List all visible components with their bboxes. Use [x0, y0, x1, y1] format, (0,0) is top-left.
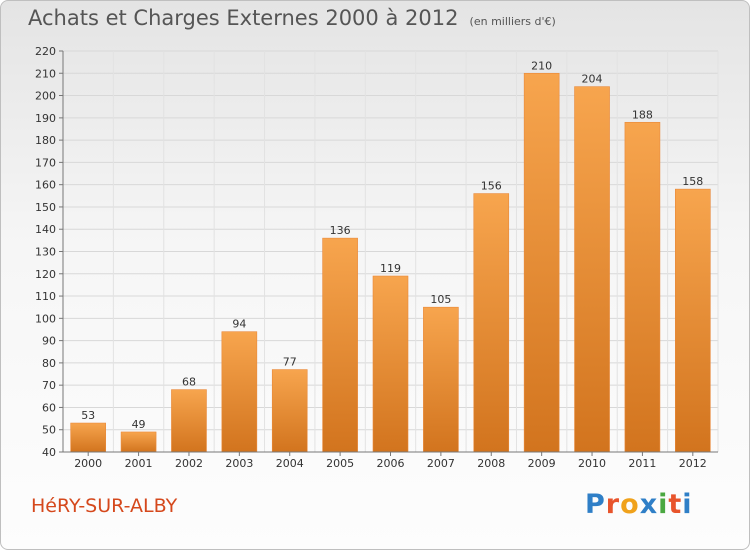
bar [322, 237, 358, 453]
bar [473, 193, 510, 453]
y-tick-label: 110 [35, 290, 56, 303]
brand-letter: o [620, 489, 640, 520]
brand-letter: r [605, 489, 621, 520]
x-tick-label: 2006 [377, 457, 405, 470]
y-tick-label: 200 [35, 90, 56, 103]
y-tick-label: 60 [42, 401, 56, 414]
bar [120, 431, 157, 453]
y-tick-label: 220 [35, 45, 56, 58]
x-tick-label: 2011 [628, 457, 656, 470]
axes [62, 51, 718, 453]
chart-title: Achats et Charges Externes 2000 à 2012 [28, 6, 459, 30]
bar [372, 275, 409, 453]
y-tick-label: 50 [42, 424, 56, 437]
y-tick-label: 120 [35, 268, 56, 281]
value-label: 136 [330, 224, 351, 237]
y-tick-label: 40 [42, 446, 56, 459]
brand-letter: t [668, 489, 683, 520]
value-label: 68 [182, 376, 196, 389]
y-tick-label: 160 [35, 179, 56, 192]
bar [624, 121, 661, 453]
bar [574, 86, 610, 453]
brand-letter: P [585, 489, 606, 520]
brand-letter: i [682, 489, 693, 520]
x-axis-ticks: 2000 2001 2002 2003 2004 2005 2006 2007 2008 2009… [74, 452, 707, 470]
value-label: 105 [430, 293, 451, 306]
value-label: 188 [632, 108, 653, 121]
y-tick-label: 180 [35, 134, 56, 147]
brand-logo: Proxiti [585, 489, 693, 520]
x-tick-label: 2007 [427, 457, 455, 470]
bars [70, 72, 711, 453]
y-tick-label: 190 [35, 112, 56, 125]
x-tick-label: 2002 [175, 457, 203, 470]
bar [271, 369, 308, 453]
y-tick-label: 90 [42, 335, 56, 348]
x-tick-label: 2003 [225, 457, 253, 470]
bar [221, 331, 258, 453]
x-tick-label: 2000 [74, 457, 102, 470]
y-tick-label: 100 [35, 312, 56, 325]
value-label: 53 [81, 409, 95, 422]
bar [523, 72, 560, 453]
bar [171, 389, 207, 453]
bar [423, 306, 459, 453]
x-tick-label: 2012 [679, 457, 707, 470]
y-tick-label: 130 [35, 246, 56, 259]
value-label: 156 [481, 180, 502, 193]
chart-subtitle: (en milliers d'€) [469, 15, 556, 28]
x-tick-label: 2005 [326, 457, 354, 470]
bar [675, 188, 711, 453]
value-label: 94 [232, 318, 246, 331]
value-label: 119 [380, 262, 401, 275]
value-label: 158 [682, 175, 703, 188]
commune-name: HéRY-SUR-ALBY [31, 495, 178, 517]
x-tick-label: 2001 [125, 457, 153, 470]
y-tick-label: 150 [35, 201, 56, 214]
y-tick-label: 70 [42, 379, 56, 392]
brand-letter: x [639, 489, 659, 520]
y-tick-label: 140 [35, 223, 56, 236]
x-tick-label: 2004 [276, 457, 304, 470]
chart-title-row: Achats et Charges Externes 2000 à 2012 (… [28, 6, 556, 30]
bar [70, 422, 106, 453]
value-label: 77 [283, 356, 297, 369]
x-tick-label: 2008 [477, 457, 505, 470]
value-label: 210 [531, 59, 552, 72]
y-tick-label: 170 [35, 156, 56, 169]
y-tick-label: 210 [35, 67, 56, 80]
y-tick-label: 80 [42, 357, 56, 370]
x-tick-label: 2009 [528, 457, 556, 470]
brand-letter: i [658, 489, 669, 520]
value-label: 204 [582, 73, 603, 86]
x-tick-label: 2010 [578, 457, 606, 470]
value-label: 49 [132, 418, 146, 431]
y-axis-ticks: 40 50 60 70 80 90 100 110 120 130 140 150 160 170 180 1… [35, 45, 63, 459]
value-labels: 53 49 68 94 77 136 119 105 156 210 204 188 158 [81, 59, 703, 431]
